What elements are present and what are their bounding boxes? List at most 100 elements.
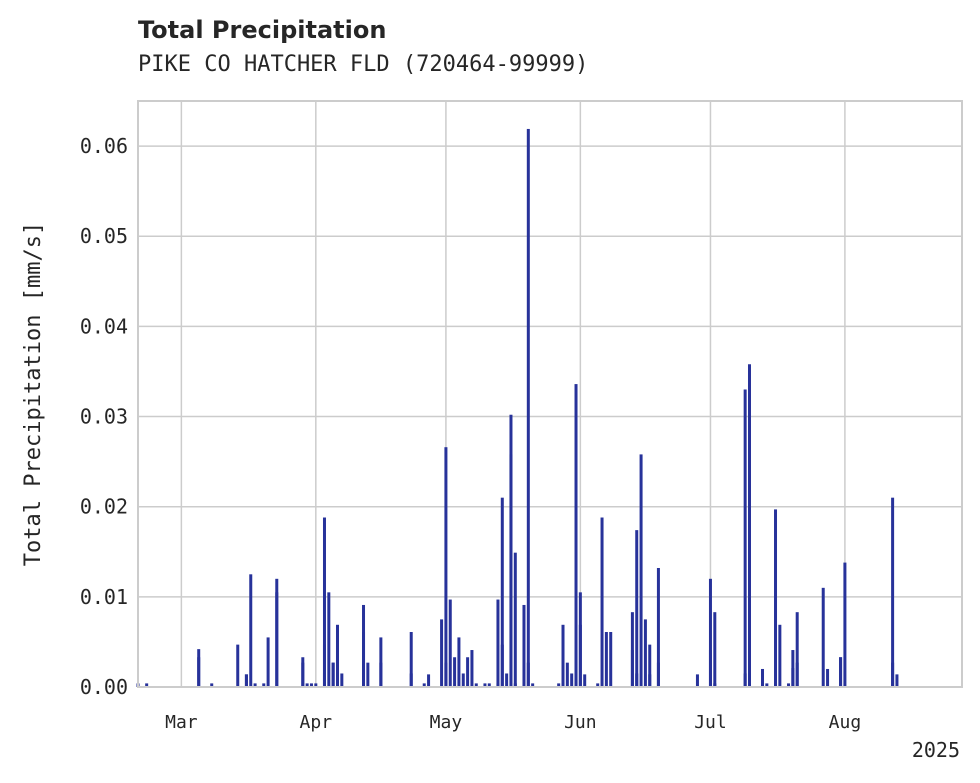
precip-bar: [531, 683, 535, 687]
precip-bar: [795, 612, 799, 687]
precip-bar: [826, 668, 830, 687]
precip-bar: [483, 683, 487, 687]
x-tick-label: Jul: [694, 712, 727, 733]
y-tick-label: 0.01: [80, 585, 128, 609]
precip-bar: [713, 683, 717, 687]
precip-bar: [427, 674, 431, 687]
precip-bar: [609, 632, 613, 687]
chart-subtitle: PIKE CO HATCHER FLD (720464-99999): [138, 52, 589, 77]
precip-bar: [643, 619, 647, 687]
precip-bar: [409, 673, 413, 687]
precip-bar: [891, 497, 895, 687]
precip-bar: [526, 662, 530, 687]
precip-bar: [656, 567, 660, 687]
precip-bar: [565, 662, 569, 687]
precip-bar: [787, 683, 791, 687]
precip-bar: [574, 384, 578, 687]
precip-bar: [635, 530, 639, 687]
x-tick-label: Apr: [300, 712, 333, 733]
precip-bar: [331, 662, 335, 687]
precip-bar: [244, 674, 248, 687]
precip-bar: [210, 683, 214, 687]
x-ticks: Mar Apr May Jun Jul Aug: [165, 712, 861, 733]
precip-bar: [145, 683, 149, 687]
precip-bar: [743, 389, 747, 687]
precip-bar: [470, 650, 474, 687]
precip-bar: [695, 674, 699, 687]
x-tick-label: May: [430, 712, 463, 733]
precip-bar: [513, 552, 517, 687]
precip-bar: [453, 657, 457, 687]
precip-bar: [821, 587, 825, 687]
precip-bar: [522, 604, 526, 687]
precip-bar: [561, 624, 565, 687]
precip-bar: [366, 662, 370, 687]
precip-bar: [496, 599, 500, 687]
bars: [136, 128, 899, 687]
precip-bar: [795, 662, 799, 687]
precip-bar: [583, 674, 587, 687]
precip-bar: [474, 683, 478, 687]
precip-bar: [314, 683, 318, 687]
precip-bar: [843, 562, 847, 687]
y-ticks: 0.00 0.01 0.02 0.03 0.04 0.05 0.06: [80, 134, 128, 699]
precip-bar: [266, 637, 270, 687]
precip-bar: [743, 673, 747, 687]
precip-bar: [322, 517, 326, 687]
precip-bar: [513, 683, 517, 687]
precip-bar: [895, 674, 899, 687]
chart-title: Total Precipitation: [138, 16, 387, 44]
y-tick-label: 0.00: [80, 675, 128, 699]
x-tick-label: Jun: [564, 712, 597, 733]
y-tick-label: 0.04: [80, 314, 128, 338]
precip-bar: [448, 599, 452, 687]
y-tick-label: 0.05: [80, 224, 128, 248]
x-tick-label: Mar: [165, 712, 198, 733]
precip-bar: [275, 578, 279, 687]
precip-bar: [604, 632, 608, 687]
precip-bar: [526, 128, 530, 687]
precip-bar: [301, 657, 305, 687]
precip-bar: [249, 574, 253, 687]
y-axis-label: Total Precipitation [mm/s]: [21, 222, 46, 566]
precip-bar: [262, 683, 266, 687]
y-tick-label: 0.06: [80, 134, 128, 158]
year-label: 2025: [912, 738, 960, 762]
precip-bar: [578, 624, 582, 687]
precip-bar: [765, 683, 769, 687]
precip-bar: [557, 683, 561, 687]
precip-bar: [500, 497, 504, 687]
precip-bar: [461, 673, 465, 687]
y-tick-label: 0.02: [80, 495, 128, 519]
precip-bar: [487, 683, 491, 687]
precip-bar: [327, 592, 331, 687]
precip-bar: [335, 673, 339, 687]
plot-frame: [137, 100, 963, 688]
precip-bar: [444, 662, 448, 687]
y-tick-label: 0.03: [80, 405, 128, 429]
precip-bar: [747, 673, 751, 687]
precip-bar: [747, 364, 751, 687]
precip-bar: [639, 454, 643, 687]
precip-bar: [600, 517, 604, 687]
precip-bar: [635, 673, 639, 687]
precip-bar: [466, 657, 470, 687]
precip-bar: [457, 637, 461, 687]
precip-bar: [335, 624, 339, 687]
precip-bar: [774, 509, 778, 687]
precip-bar: [596, 683, 600, 687]
x-tick-label: Aug: [829, 712, 862, 733]
precip-bar: [340, 673, 344, 687]
precip-bar: [761, 668, 765, 687]
precip-bar: [379, 637, 383, 687]
grid: [138, 101, 962, 688]
precip-bar: [630, 612, 634, 687]
precip-bar: [774, 683, 778, 687]
precip-bar: [713, 612, 717, 687]
precip-bar: [839, 657, 843, 687]
precip-bar: [509, 454, 513, 687]
precip-bar: [362, 604, 366, 687]
precip-bar: [253, 683, 257, 687]
precip-bar: [322, 673, 326, 687]
